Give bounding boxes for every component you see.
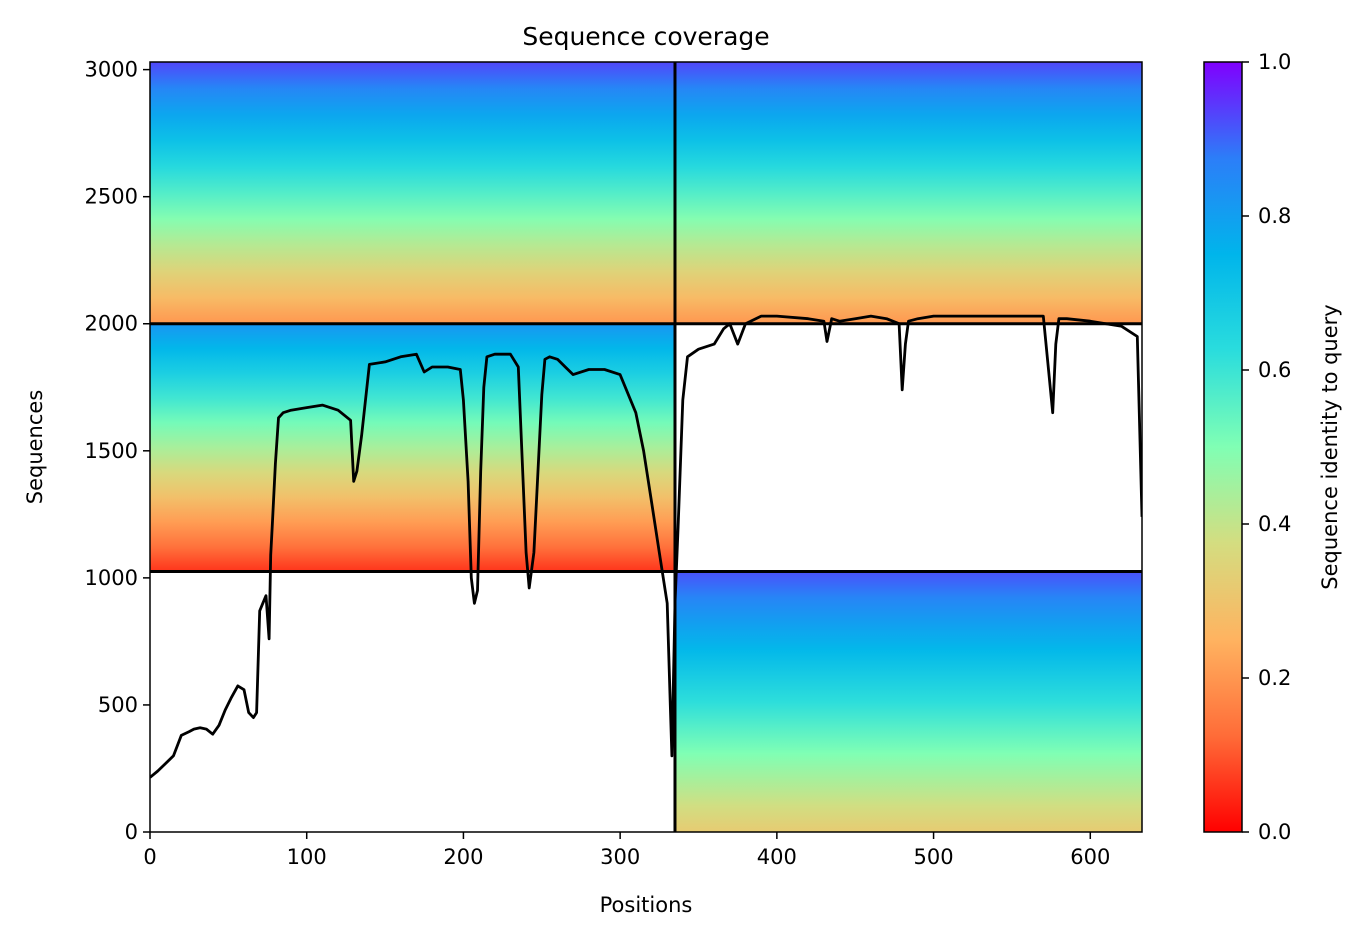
y-tick-label: 3000 bbox=[85, 58, 138, 82]
x-tick-label: 0 bbox=[143, 845, 156, 869]
y-tick-label: 1500 bbox=[85, 439, 138, 463]
colorbar-tick-label: 0.8 bbox=[1258, 204, 1291, 228]
y-tick-label: 1000 bbox=[85, 566, 138, 590]
colorbar-tick-label: 0.6 bbox=[1258, 358, 1291, 382]
y-tick-label: 500 bbox=[98, 693, 138, 717]
block-separators bbox=[150, 62, 1142, 832]
x-tick-label: 300 bbox=[600, 845, 640, 869]
colorbar-label: Sequence identity to query bbox=[1318, 304, 1342, 589]
y-tick-label: 2000 bbox=[85, 312, 138, 336]
colorbar-tick-label: 0.2 bbox=[1258, 666, 1291, 690]
colorbar-ticks: 0.0 0.2 0.4 0.6 0.8 1.0 bbox=[1242, 50, 1291, 844]
x-tick-label: 100 bbox=[287, 845, 327, 869]
colorbar-tick-label: 0.0 bbox=[1258, 820, 1291, 844]
y-tick-label: 2500 bbox=[85, 185, 138, 209]
coverage-block-2 bbox=[150, 323, 675, 572]
x-tick-label: 400 bbox=[757, 845, 797, 869]
chart-title: Sequence coverage bbox=[522, 22, 769, 51]
coverage-block-1 bbox=[674, 571, 1142, 832]
x-tick-label: 200 bbox=[443, 845, 483, 869]
coverage-line bbox=[150, 314, 1142, 779]
coverage-block-3 bbox=[150, 62, 1142, 324]
y-axis-ticks: 0 500 1000 1500 2000 2500 3000 bbox=[85, 58, 150, 844]
plot-frame bbox=[149, 61, 1143, 833]
colorbar bbox=[1203, 61, 1243, 833]
coverage-line-layer bbox=[150, 314, 1142, 779]
y-tick-label: 0 bbox=[125, 820, 138, 844]
x-axis-label: Positions bbox=[600, 893, 693, 917]
x-tick-label: 500 bbox=[914, 845, 954, 869]
colorbar-tick-label: 1.0 bbox=[1258, 50, 1291, 74]
x-tick-label: 600 bbox=[1070, 845, 1110, 869]
coverage-heatmap bbox=[150, 62, 1142, 832]
colorbar-tick-label: 0.4 bbox=[1258, 512, 1291, 536]
x-axis-ticks: 0 100 200 300 400 500 600 bbox=[143, 832, 1110, 869]
y-axis-label: Sequences bbox=[23, 390, 47, 505]
